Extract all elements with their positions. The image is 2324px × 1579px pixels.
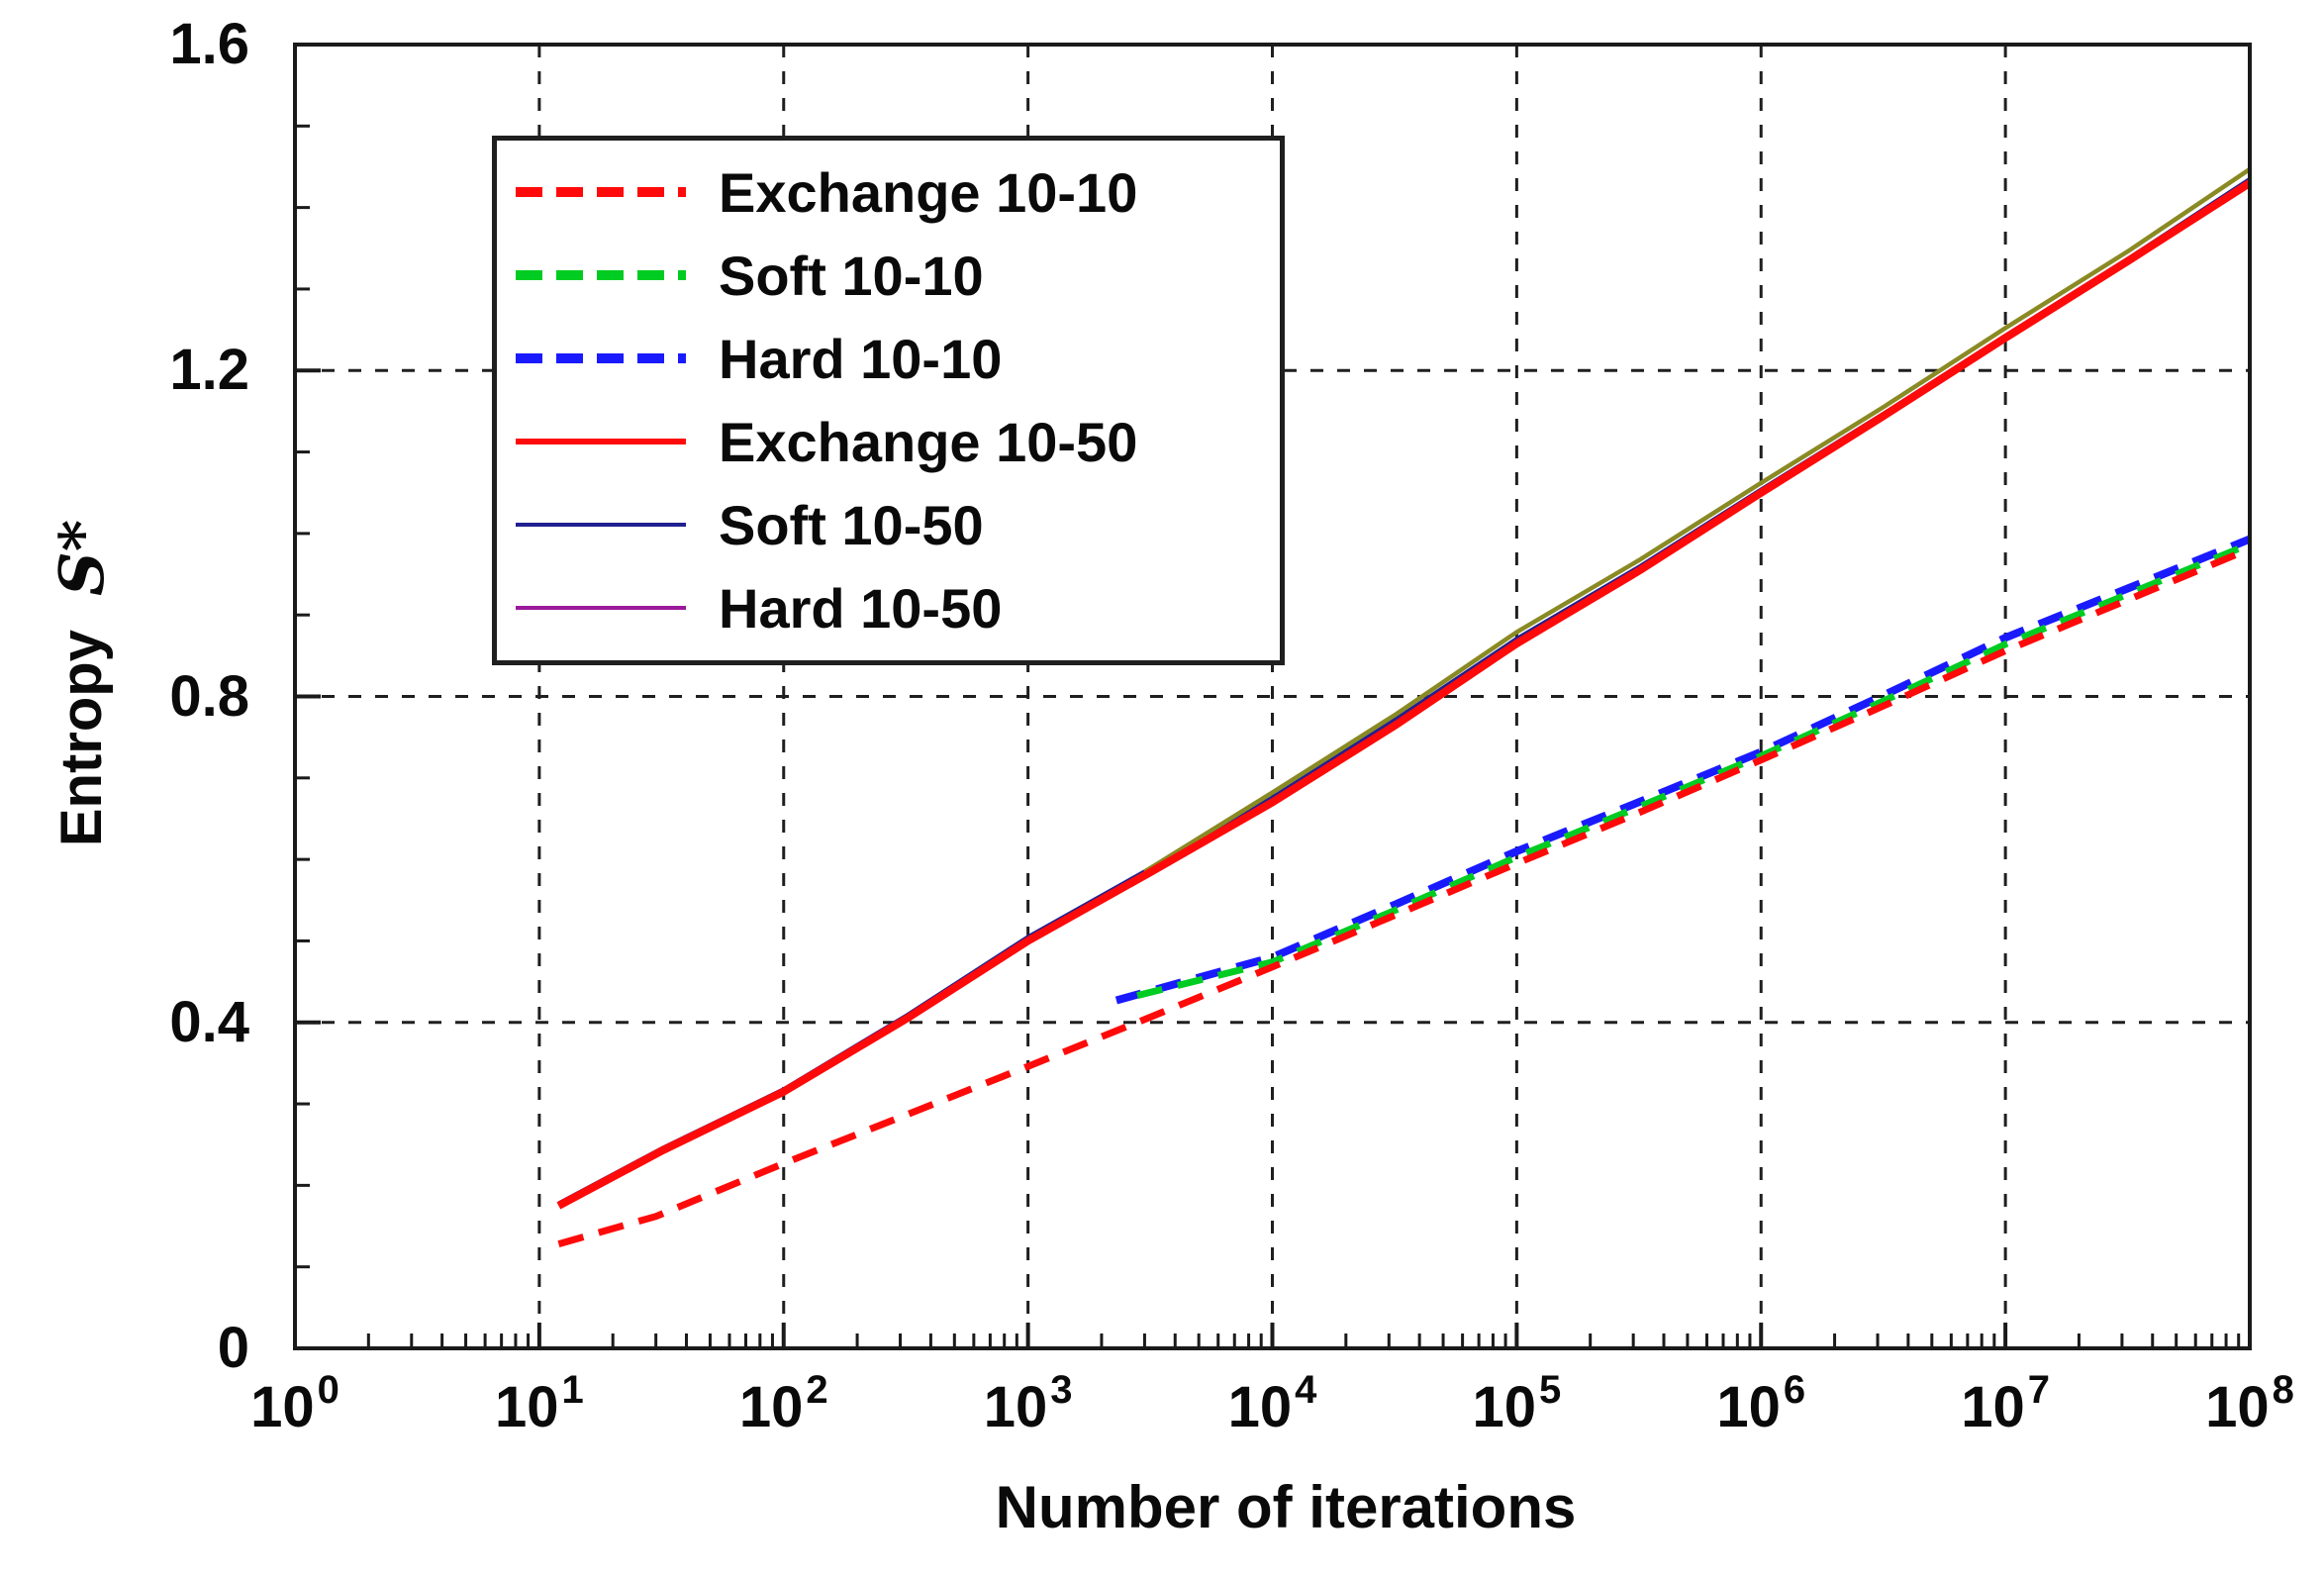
x-tick-exponent: 8 — [2272, 1368, 2294, 1412]
x-tick-label: 102 — [738, 1368, 828, 1445]
y-axis-title: Entropy S* — [42, 277, 121, 1089]
x-tick-exponent: 0 — [317, 1368, 339, 1412]
legend-item: Soft 10-10 — [513, 234, 1280, 317]
x-tick-exponent: 7 — [2027, 1368, 2051, 1412]
x-tick-label: 107 — [1961, 1368, 2050, 1445]
x-tick-exponent: 5 — [1539, 1368, 1562, 1412]
x-tick-base: 10 — [1961, 1375, 2025, 1439]
legend-box: Exchange 10-10 Soft 10-10 Hard 10-10 Exc… — [492, 136, 1285, 665]
legend-swatch-solid-red — [516, 439, 686, 444]
legend-item: Hard 10-50 — [513, 566, 1280, 649]
legend-item: Exchange 10-50 — [513, 400, 1280, 483]
legend-label: Exchange 10-50 — [719, 410, 1138, 473]
x-axis-title: Number of iterations — [995, 1474, 1577, 1540]
x-tick-exponent: 2 — [806, 1368, 828, 1412]
y-tick-label: 1.2 — [169, 338, 249, 403]
x-tick-base: 10 — [1716, 1375, 1781, 1439]
y-axis-title-symbol: S* — [45, 519, 118, 597]
y-tick-label: 0 — [217, 1316, 249, 1380]
x-tick-base: 10 — [738, 1375, 804, 1439]
y-tick-label: 0.4 — [169, 989, 249, 1054]
legend-label: Hard 10-50 — [719, 576, 1003, 640]
x-tick-base: 10 — [250, 1375, 315, 1439]
x-tick-label: 105 — [1472, 1368, 1561, 1445]
x-tick-base: 10 — [1472, 1375, 1537, 1439]
x-tick-label: 104 — [1227, 1368, 1317, 1445]
legend-item: Hard 10-10 — [513, 317, 1280, 400]
x-tick-label: 103 — [983, 1368, 1073, 1445]
x-tick-base: 10 — [494, 1375, 559, 1439]
legend-label: Exchange 10-10 — [719, 160, 1138, 224]
x-tick-label: 101 — [494, 1368, 584, 1445]
y-tick-label: 0.8 — [169, 663, 249, 729]
x-tick-base: 10 — [983, 1375, 1048, 1439]
x-tick-exponent: 1 — [561, 1368, 584, 1412]
legend-label: Hard 10-10 — [719, 327, 1003, 390]
x-tick-label: 106 — [1716, 1368, 1805, 1445]
x-tick-exponent: 3 — [1050, 1368, 1073, 1412]
legend-item: Exchange 10-10 — [513, 150, 1280, 234]
legend-swatch-solid-purple — [516, 606, 686, 610]
y-axis-title-text: Entropy — [48, 630, 114, 847]
y-tick-label: 1.6 — [169, 12, 249, 76]
x-tick-exponent: 4 — [1295, 1368, 1317, 1412]
legend-swatch-dashed-red — [516, 187, 686, 197]
legend-label: Soft 10-50 — [719, 493, 984, 556]
x-tick-label: 108 — [2205, 1368, 2294, 1445]
legend-label: Soft 10-10 — [719, 244, 984, 307]
x-tick-exponent: 6 — [1783, 1368, 1806, 1412]
legend-item: Soft 10-50 — [513, 483, 1280, 566]
x-tick-base: 10 — [1227, 1375, 1293, 1439]
x-tick-label: 100 — [250, 1368, 339, 1445]
legend-swatch-dashed-green — [516, 270, 686, 280]
legend-swatch-solid-navy — [516, 523, 686, 527]
legend-swatch-dashed-blue — [516, 353, 686, 363]
x-tick-base: 10 — [2205, 1375, 2270, 1439]
